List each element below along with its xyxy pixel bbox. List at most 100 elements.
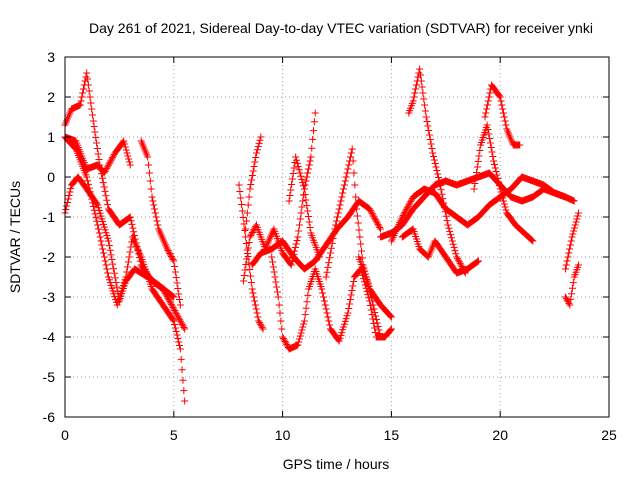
data-point bbox=[120, 137, 128, 145]
data-point bbox=[249, 227, 257, 235]
data-point bbox=[344, 165, 352, 173]
data-point bbox=[279, 333, 287, 341]
data-point bbox=[294, 233, 302, 241]
data-point bbox=[446, 227, 454, 235]
data-point bbox=[406, 199, 414, 207]
data-point bbox=[445, 224, 453, 232]
data-point bbox=[114, 288, 122, 296]
data-point bbox=[129, 224, 137, 232]
data-point bbox=[434, 174, 442, 181]
data-point bbox=[461, 267, 469, 275]
data-point bbox=[451, 247, 459, 255]
data-point bbox=[325, 259, 333, 267]
data-point bbox=[273, 288, 281, 296]
data-point bbox=[499, 109, 507, 117]
series-arc-17 bbox=[405, 65, 469, 277]
data-point bbox=[402, 207, 410, 215]
data-point bbox=[175, 338, 183, 346]
data-point bbox=[298, 326, 306, 334]
data-point bbox=[447, 234, 455, 242]
data-point bbox=[152, 213, 160, 221]
data-point bbox=[443, 217, 451, 225]
data-point bbox=[109, 152, 117, 160]
data-point bbox=[167, 253, 175, 260]
data-point bbox=[326, 249, 334, 257]
data-point bbox=[101, 187, 109, 195]
series-arc-16 bbox=[398, 225, 482, 277]
data-point bbox=[88, 105, 96, 113]
series-arc-11 bbox=[285, 153, 324, 261]
data-point bbox=[64, 195, 72, 203]
y-tick-label: -4 bbox=[43, 329, 56, 345]
data-point bbox=[448, 237, 456, 245]
data-point bbox=[148, 193, 156, 201]
data-point bbox=[83, 173, 91, 181]
data-point bbox=[104, 201, 112, 209]
data-point bbox=[169, 303, 177, 311]
data-point bbox=[476, 147, 484, 154]
data-point bbox=[571, 221, 579, 229]
data-point bbox=[104, 161, 112, 169]
data-point bbox=[180, 323, 188, 331]
data-point bbox=[421, 107, 429, 115]
data-point bbox=[104, 163, 112, 171]
data-point bbox=[303, 202, 311, 209]
data-point bbox=[496, 93, 504, 101]
data-point bbox=[482, 109, 490, 117]
data-point bbox=[483, 105, 491, 113]
data-point bbox=[565, 249, 573, 257]
data-point bbox=[144, 153, 152, 161]
data-point bbox=[409, 97, 417, 105]
data-point bbox=[344, 309, 352, 317]
data-point bbox=[255, 317, 263, 325]
data-point bbox=[366, 205, 374, 213]
data-point bbox=[435, 177, 443, 185]
data-point bbox=[108, 155, 116, 163]
data-point bbox=[121, 140, 129, 148]
data-point bbox=[326, 254, 334, 262]
data-point bbox=[107, 157, 115, 165]
data-point bbox=[334, 209, 342, 217]
data-point bbox=[91, 210, 99, 218]
data-point bbox=[424, 122, 432, 130]
data-point bbox=[493, 171, 501, 179]
data-point bbox=[288, 181, 296, 188]
data-point bbox=[568, 290, 576, 298]
data-point bbox=[244, 201, 252, 209]
data-point bbox=[250, 163, 258, 170]
data-point bbox=[100, 169, 108, 177]
data-point bbox=[255, 139, 263, 147]
data-point bbox=[248, 176, 256, 184]
data-point bbox=[237, 194, 245, 202]
data-point bbox=[290, 164, 298, 172]
data-point bbox=[257, 322, 265, 330]
data-point bbox=[105, 237, 113, 245]
data-point bbox=[96, 233, 104, 241]
data-point bbox=[247, 279, 255, 286]
data-point bbox=[248, 230, 256, 238]
data-point bbox=[304, 165, 312, 173]
data-point bbox=[276, 309, 284, 317]
data-point bbox=[87, 99, 95, 107]
data-point bbox=[487, 144, 495, 151]
data-point bbox=[303, 298, 311, 306]
data-point bbox=[301, 191, 309, 198]
data-point bbox=[474, 158, 482, 165]
data-point bbox=[253, 146, 261, 154]
data-point bbox=[84, 177, 92, 185]
data-point bbox=[372, 312, 380, 320]
data-point bbox=[92, 214, 100, 222]
data-point bbox=[371, 214, 379, 222]
data-point bbox=[485, 93, 493, 101]
data-point bbox=[488, 148, 496, 156]
data-point bbox=[251, 158, 259, 166]
data-point bbox=[256, 319, 264, 327]
data-point bbox=[575, 209, 583, 217]
data-point bbox=[163, 245, 171, 253]
data-point bbox=[78, 93, 86, 101]
data-point bbox=[425, 131, 433, 139]
data-point bbox=[486, 139, 494, 147]
data-point bbox=[102, 261, 110, 269]
data-point bbox=[244, 244, 252, 252]
data-point bbox=[236, 188, 244, 195]
